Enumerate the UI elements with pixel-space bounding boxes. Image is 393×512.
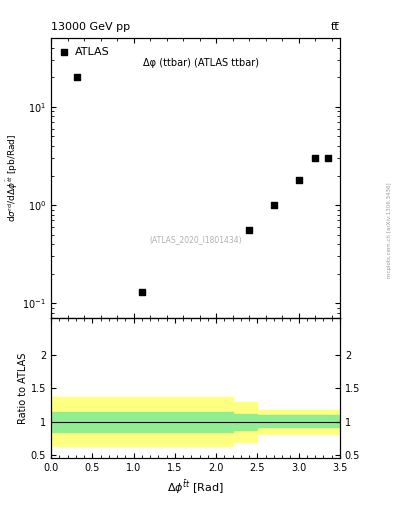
Point bbox=[74, 73, 81, 81]
Point bbox=[246, 226, 252, 234]
X-axis label: $\Delta\phi^{\bar{t}t}$ [Rad]: $\Delta\phi^{\bar{t}t}$ [Rad] bbox=[167, 479, 224, 496]
Point bbox=[271, 201, 277, 209]
Point bbox=[312, 154, 318, 162]
Y-axis label: $\mathrm{d}\sigma^{\mathrm{rd}}/\mathrm{d}\Delta\phi^{\bar{t}t}$ [pb/Rad]: $\mathrm{d}\sigma^{\mathrm{rd}}/\mathrm{… bbox=[4, 134, 20, 223]
Y-axis label: Ratio to ATLAS: Ratio to ATLAS bbox=[18, 353, 28, 424]
Point bbox=[296, 176, 302, 184]
Text: tt̅: tt̅ bbox=[331, 22, 340, 32]
Text: mcplots.cern.ch [arXiv:1306.3436]: mcplots.cern.ch [arXiv:1306.3436] bbox=[387, 183, 392, 278]
Text: Δφ (ttbar) (ATLAS ttbar): Δφ (ttbar) (ATLAS ttbar) bbox=[143, 58, 259, 68]
Text: (ATLAS_2020_I1801434): (ATLAS_2020_I1801434) bbox=[149, 236, 242, 244]
Point bbox=[325, 154, 331, 162]
Legend: ATLAS: ATLAS bbox=[57, 44, 112, 60]
Text: 13000 GeV pp: 13000 GeV pp bbox=[51, 22, 130, 32]
Point bbox=[139, 288, 145, 296]
